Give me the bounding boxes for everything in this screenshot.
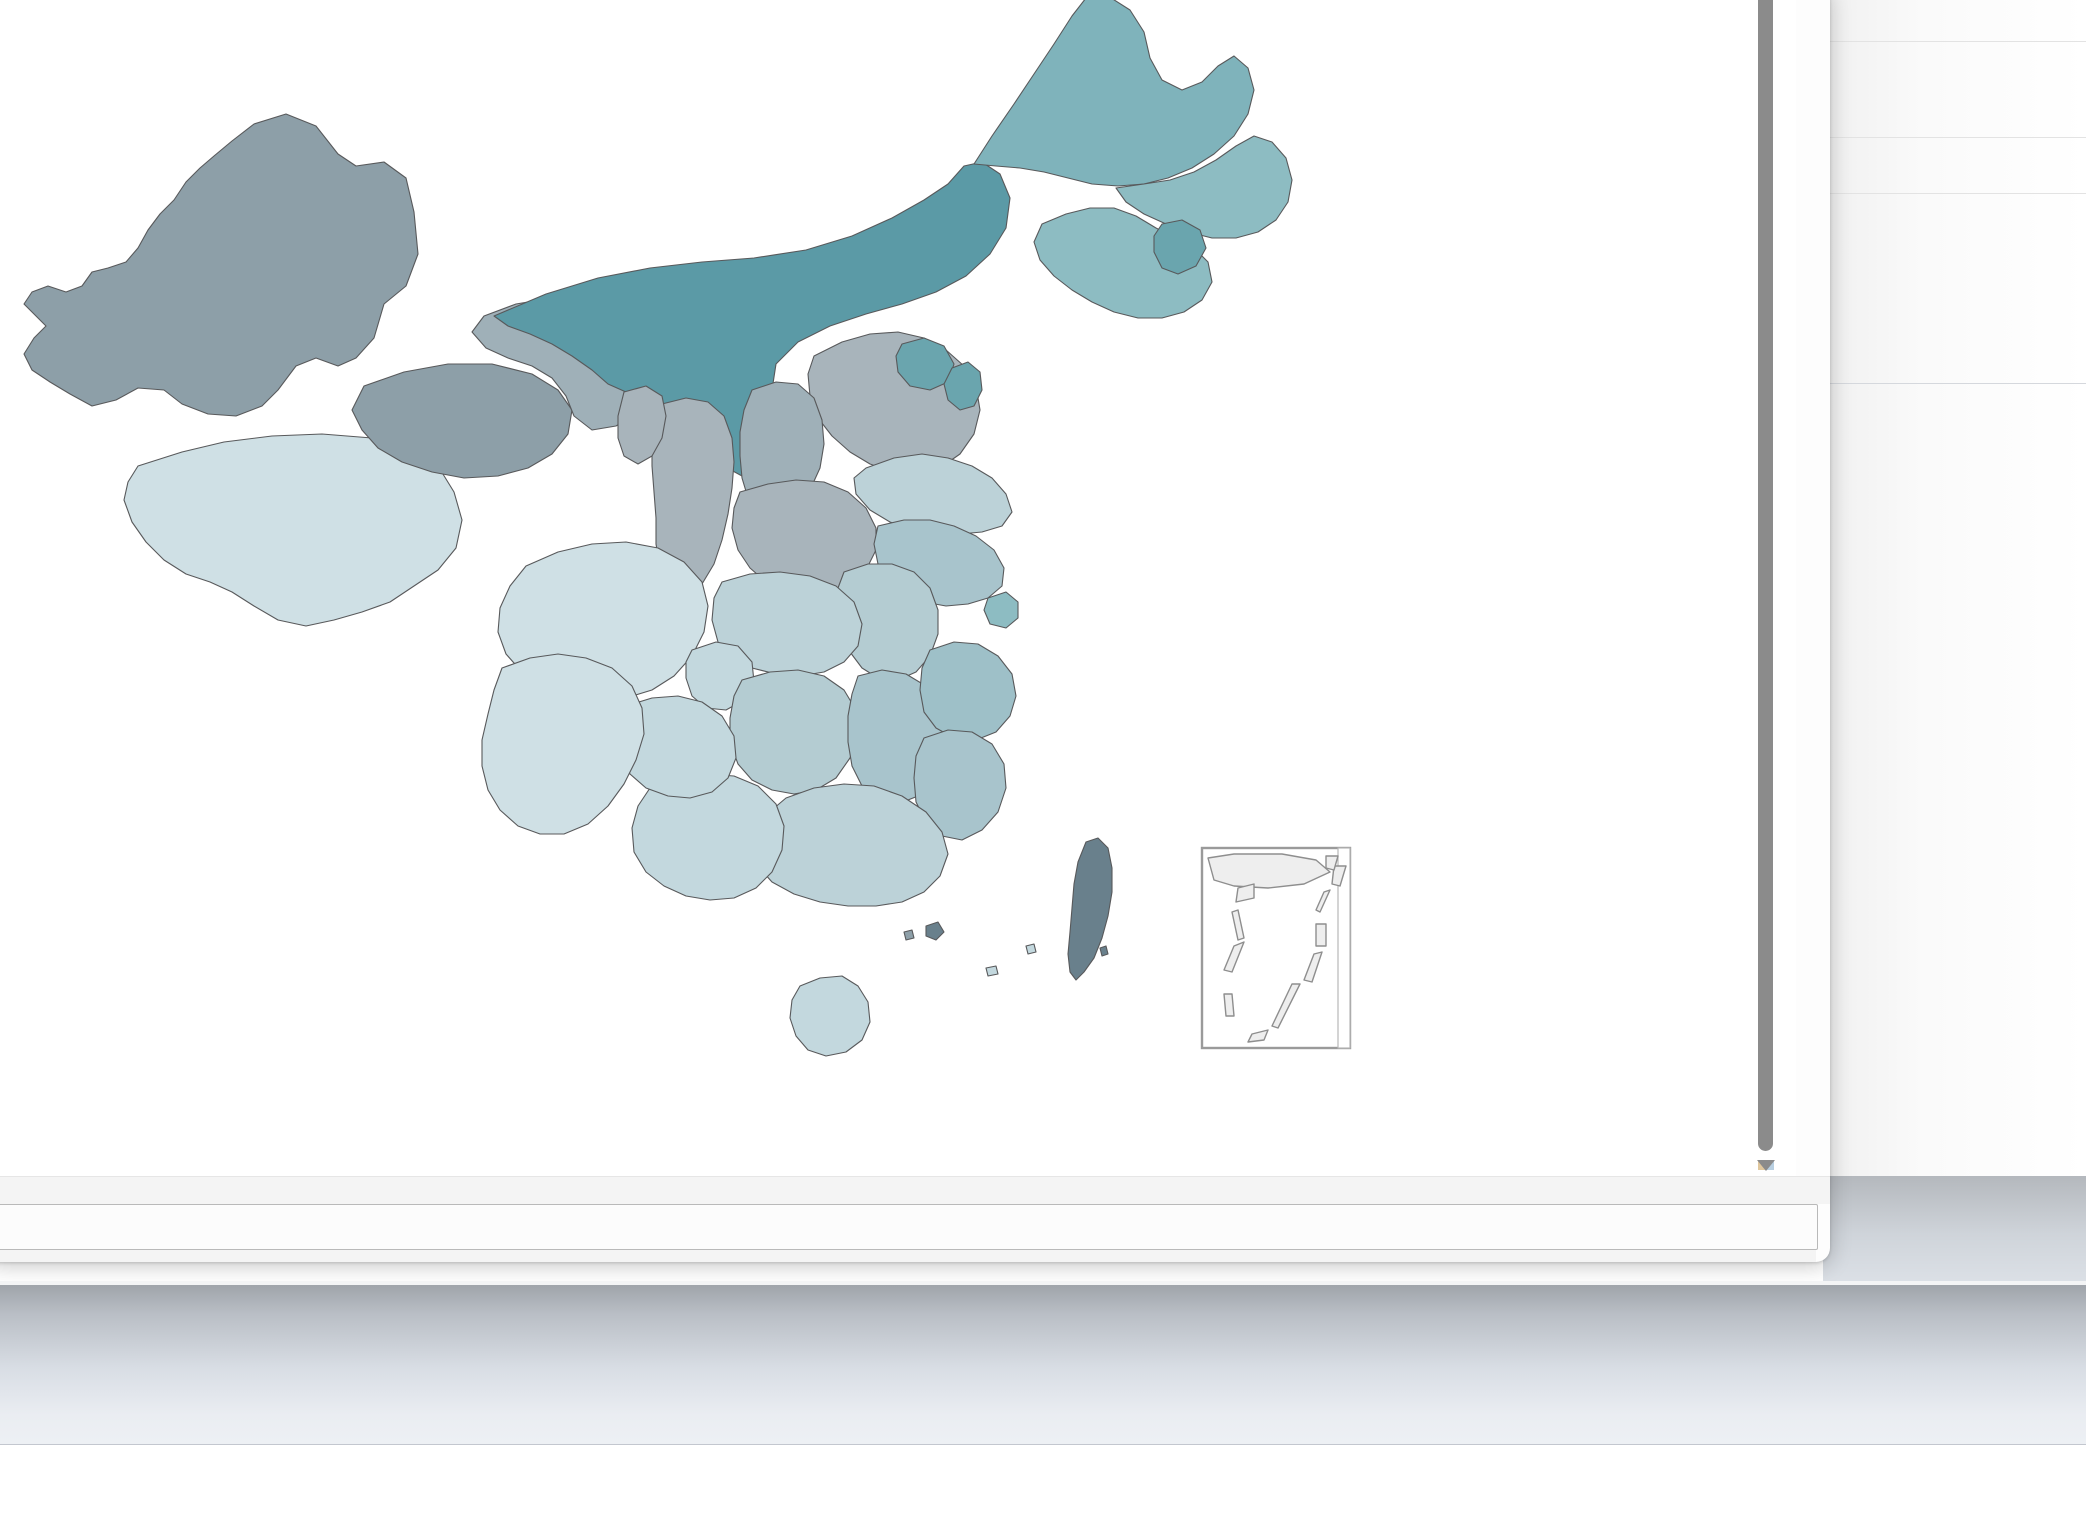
bottom-field[interactable]: [0, 1204, 1818, 1250]
application-window: [0, 0, 1830, 1262]
window-bottom-edge: [0, 1250, 1816, 1262]
page-footer-area: [0, 1446, 2086, 1518]
content-row[interactable]: [1823, 194, 2086, 384]
window-bottom-strip: [0, 1176, 1830, 1204]
content-row[interactable]: [1823, 42, 2086, 138]
region-hubei[interactable]: [711, 571, 863, 677]
scrollbar-thumb[interactable]: [1758, 0, 1773, 1151]
right-content-column: [1823, 0, 2086, 1176]
map-viewport[interactable]: [0, 0, 1796, 1176]
region-hainan[interactable]: [789, 975, 871, 1057]
region-fujian[interactable]: [913, 729, 1007, 841]
region-heilongjiang[interactable]: [973, 0, 1255, 187]
content-row[interactable]: [1823, 138, 2086, 194]
region-beijing[interactable]: [895, 337, 955, 391]
region-xinjiang[interactable]: [23, 113, 419, 417]
region-tibet[interactable]: [123, 433, 463, 627]
chevron-down-icon[interactable]: [1757, 1160, 1775, 1171]
region-ningxia[interactable]: [617, 385, 667, 465]
region-guangxi[interactable]: [631, 773, 785, 901]
lower-panel-topline: [0, 1281, 2086, 1285]
vertical-scrollbar[interactable]: [1752, 0, 1778, 1176]
content-row[interactable]: [1823, 0, 2086, 42]
region-yunnan[interactable]: [481, 653, 645, 835]
region-shandong[interactable]: [853, 453, 1013, 535]
region-macau[interactable]: [903, 929, 915, 941]
region-qinghai[interactable]: [351, 363, 573, 479]
region-shanghai[interactable]: [983, 591, 1019, 629]
region-taiwan-islet: [1099, 945, 1109, 957]
region-zhejiang[interactable]: [919, 641, 1017, 741]
region-hongkong[interactable]: [925, 921, 945, 941]
offshore-islets: [985, 943, 1037, 977]
region-taiwan[interactable]: [1067, 837, 1113, 981]
lower-gradient-panel: [0, 1285, 2086, 1445]
region-liaoning-east[interactable]: [1153, 219, 1207, 275]
region-tianjin[interactable]: [943, 361, 983, 411]
china-choropleth-map[interactable]: [0, 0, 1796, 1176]
region-hunan[interactable]: [729, 669, 859, 795]
